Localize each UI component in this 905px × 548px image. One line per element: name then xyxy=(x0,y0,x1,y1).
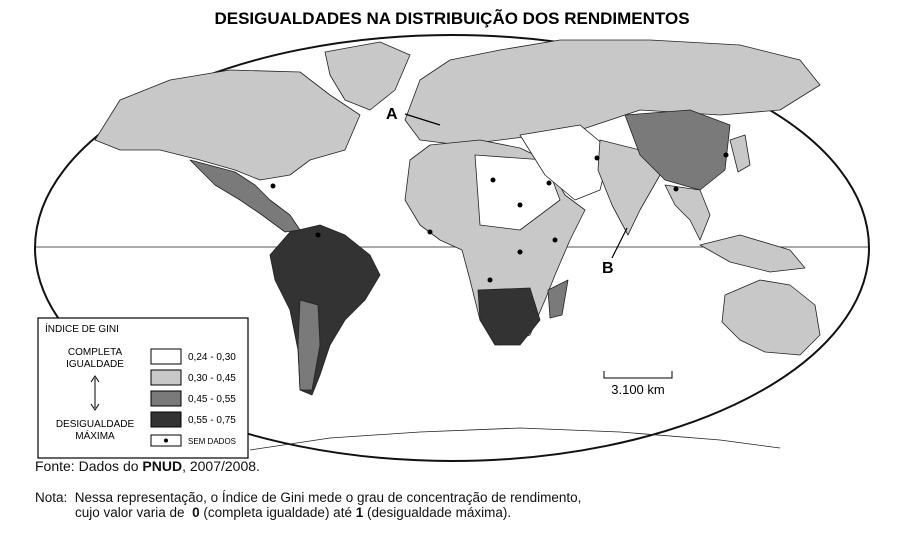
map-label: A xyxy=(386,106,398,123)
legend-label: 0,30 - 0,45 xyxy=(188,373,236,384)
indonesia xyxy=(699,234,806,273)
legend-bottom-label: DESIGUALDADE xyxy=(56,419,135,430)
note-text: (completa igualdade) até xyxy=(203,505,352,520)
legend-bottom-label: MÁXIMA xyxy=(75,429,115,442)
scale-label: 3.100 km xyxy=(611,382,664,397)
antarctica xyxy=(249,427,781,451)
note: Nota: Nessa representação, o Índice de G… xyxy=(35,490,581,520)
legend-label: 0,55 - 0,75 xyxy=(188,415,236,426)
north-america xyxy=(94,69,361,181)
scale-bar: 3.100 km xyxy=(603,371,673,397)
madagascar xyxy=(547,279,569,319)
map-label: B xyxy=(602,260,614,277)
no-data-dots xyxy=(270,152,729,283)
note-text: cujo valor varia de xyxy=(75,505,185,520)
note-text: (desigualdade máxima). xyxy=(367,505,512,520)
legend-swatch xyxy=(150,348,182,365)
southern-africa xyxy=(477,287,541,346)
source-text: Fonte: Dados do xyxy=(35,458,139,474)
source-text: , 2007/2008. xyxy=(182,458,260,474)
legend-top-label: IGUALDADE xyxy=(66,359,124,370)
legend-box xyxy=(37,317,249,459)
legend: ÍNDICE DE GINI COMPLETA IGUALDADE DESIGU… xyxy=(37,317,249,459)
japan xyxy=(729,134,751,173)
note-bold: 1 xyxy=(355,505,364,520)
source: Fonte: Dados do PNUD, 2007/2008. xyxy=(35,458,260,474)
arrow xyxy=(404,113,441,126)
title: DESIGUALDADES NA DISTRIBUIÇÃO DOS RENDIM… xyxy=(214,8,689,28)
sahel xyxy=(474,154,561,231)
china xyxy=(624,109,731,191)
southern-cone xyxy=(297,299,321,391)
legend-arrow-heads xyxy=(90,375,100,411)
australia xyxy=(721,279,821,356)
legend-title: ÍNDICE DE GINI xyxy=(45,322,119,335)
middle-east xyxy=(519,124,611,201)
greenland xyxy=(324,41,411,111)
note-text: Nessa representação, o Índice de Gini me… xyxy=(74,490,582,505)
legend-label: 0,24 - 0,30 xyxy=(188,352,236,363)
eurasia-north xyxy=(404,39,821,146)
southeast-asia xyxy=(664,184,711,241)
continents xyxy=(94,39,821,451)
legend-swatch xyxy=(150,390,182,407)
legend-top-label: COMPLETA xyxy=(68,347,123,358)
legend-label: SEM DADOS xyxy=(188,437,236,446)
note-bold: 0 xyxy=(192,505,200,520)
south-america xyxy=(269,224,381,396)
note-label: Nota: xyxy=(35,490,68,505)
legend-swatch xyxy=(150,369,182,386)
legend-swatch xyxy=(150,411,182,428)
legend-dot xyxy=(164,438,168,443)
arrow xyxy=(611,227,628,259)
legend-label: 0,45 - 0,55 xyxy=(188,394,236,405)
source-bold: PNUD xyxy=(142,458,183,474)
